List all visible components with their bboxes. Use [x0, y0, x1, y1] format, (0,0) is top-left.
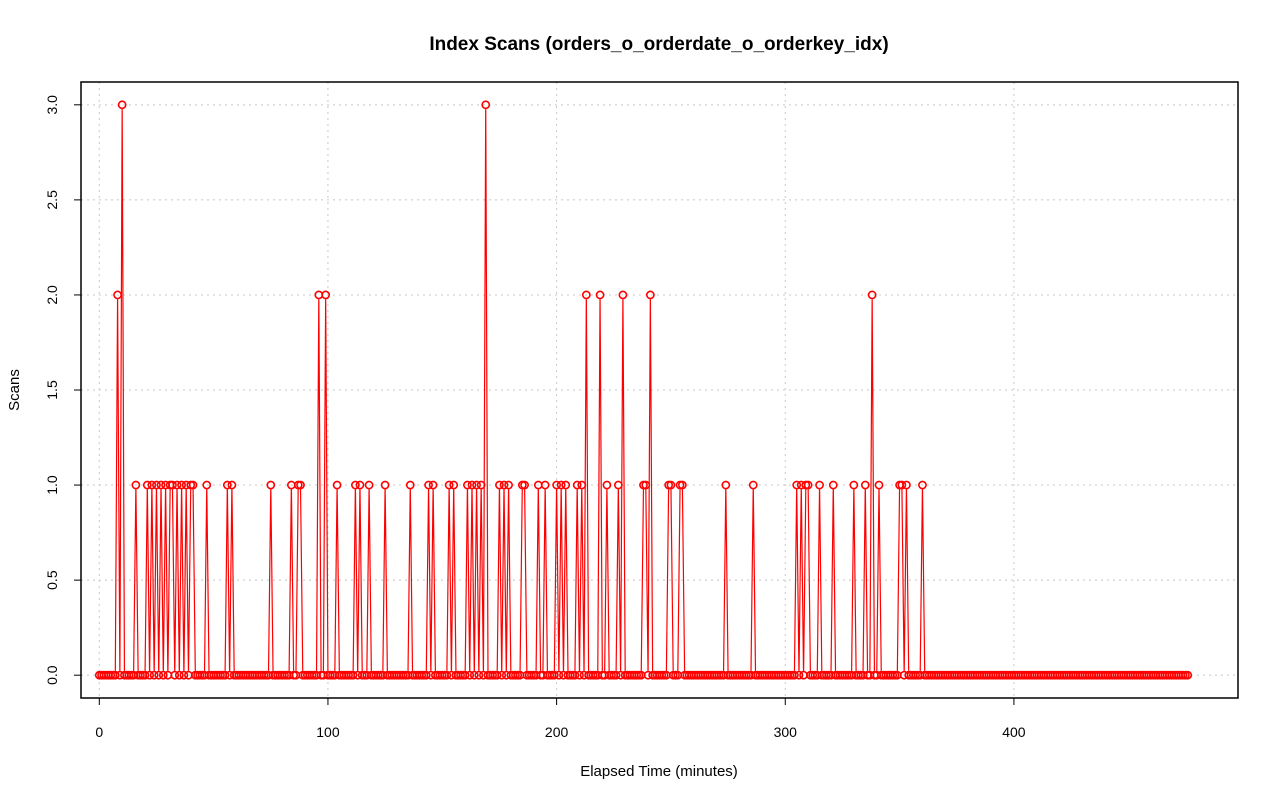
y-tick-label: 0.0 — [44, 665, 60, 685]
y-axis-label: Scans — [6, 369, 23, 411]
y-tick-label: 1.5 — [44, 380, 60, 400]
x-tick-label: 200 — [545, 724, 569, 740]
y-axis: 0.0 0.5 1.0 1.5 2.0 2.5 3.0 — [44, 95, 81, 685]
y-tick-label: 1.0 — [44, 475, 60, 495]
x-tick-label: 0 — [95, 724, 103, 740]
plot-frame — [81, 82, 1238, 698]
series-scans — [96, 101, 1192, 679]
y-tick-label: 2.5 — [44, 190, 60, 210]
x-tick-label: 400 — [1002, 724, 1026, 740]
y-tick-label: 0.5 — [44, 570, 60, 590]
x-tick-label: 100 — [316, 724, 340, 740]
grid — [81, 82, 1238, 698]
x-tick-label: 300 — [774, 724, 798, 740]
x-axis-label: Elapsed Time (minutes) — [580, 763, 738, 780]
y-tick-label: 2.0 — [44, 285, 60, 305]
data-point — [830, 481, 837, 488]
data-point — [203, 481, 210, 488]
x-axis: 0 100 200 300 400 — [95, 698, 1025, 740]
chart-title: Index Scans (orders_o_orderdate_o_orderk… — [429, 34, 888, 55]
y-tick-label: 3.0 — [44, 95, 60, 115]
